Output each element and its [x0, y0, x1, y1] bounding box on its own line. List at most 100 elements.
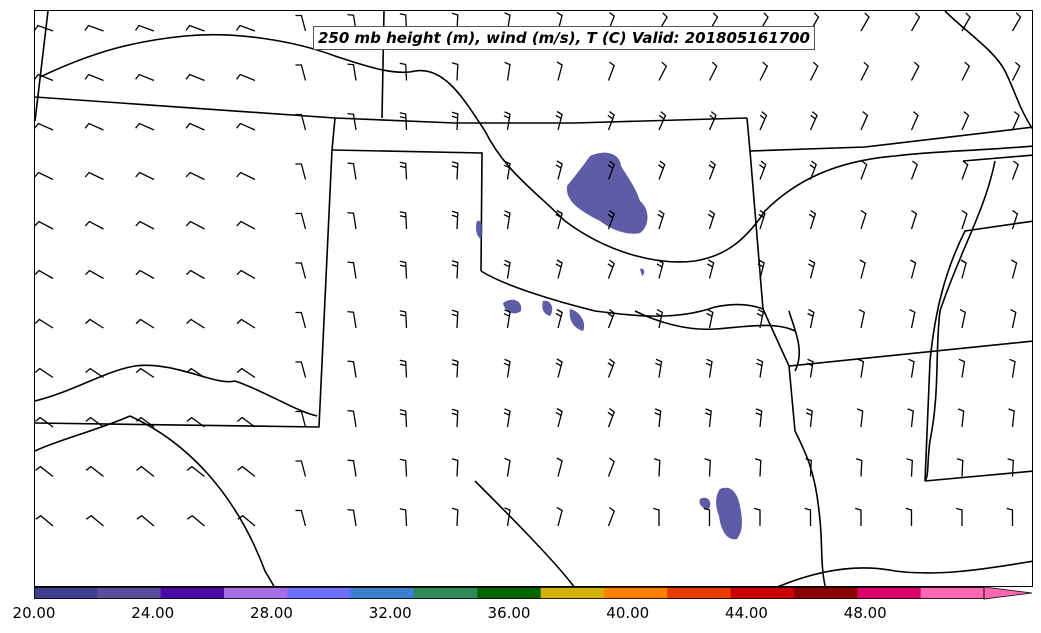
wind-barb: [657, 209, 665, 230]
wind-barb: [756, 358, 764, 378]
wind-barb: [910, 61, 920, 81]
wind-barb: [961, 12, 971, 32]
wind-barb: [236, 416, 256, 428]
wind-barb: [186, 465, 205, 478]
wind-barb: [658, 160, 666, 180]
wind-barb: [556, 506, 563, 527]
wind-barb: [556, 61, 563, 81]
wind-barb: [961, 160, 969, 180]
wind-barb: [347, 63, 357, 81]
wind-barb: [855, 507, 862, 526]
wind-barb: [347, 211, 357, 230]
wind-barb: [908, 358, 915, 378]
wind-barb: [754, 458, 762, 477]
wind-barb: [708, 111, 717, 131]
wind-barb: [135, 416, 155, 428]
colorbar-cell: [667, 587, 732, 599]
colorbar-tick-label: 28.00: [250, 604, 293, 622]
wind-barb: [909, 309, 916, 329]
rivers: [35, 11, 1032, 586]
wind-barb: [1011, 111, 1020, 131]
wind-barb: [653, 507, 660, 526]
wind-barb: [399, 359, 408, 378]
wind-barb: [35, 220, 54, 230]
colorbar-tick-label: 24.00: [131, 604, 175, 622]
wind-barb: [607, 160, 615, 180]
wind-barb: [504, 457, 511, 477]
wind-barb: [84, 24, 104, 32]
wind-barb: [860, 111, 869, 131]
wind-barb: [707, 209, 716, 230]
wind-barb: [399, 13, 408, 32]
wind-barb: [136, 514, 155, 527]
colorbar-extension: [983, 587, 1033, 600]
wind-barb: [185, 220, 205, 230]
wind-barb: [236, 269, 256, 280]
wind-barb: [35, 122, 54, 131]
wind-barb: [134, 24, 155, 32]
wind-barb: [185, 73, 205, 82]
wind-barb: [451, 458, 459, 477]
wind-barb: [347, 459, 357, 477]
colorbar-cell: [540, 587, 605, 599]
wind-barb: [135, 171, 155, 181]
colorbar-tick-label: 20.00: [12, 604, 56, 622]
wind-barb: [35, 514, 54, 527]
wind-barb: [451, 260, 459, 279]
state-boundaries: [35, 11, 1032, 586]
wind-barb: [84, 171, 104, 181]
wind-barb: [708, 160, 716, 180]
wind-barb: [399, 161, 408, 180]
wind-barb: [185, 171, 205, 181]
wind-barb: [135, 220, 155, 230]
wind-barb: [185, 269, 205, 280]
wind-barb: [35, 465, 54, 478]
wind-barb: [555, 308, 563, 329]
wind-barb: [504, 12, 511, 32]
wind-barb: [503, 408, 511, 428]
wind-barb: [758, 209, 766, 230]
wind-barb: [85, 367, 104, 379]
wind-barb: [757, 259, 765, 279]
wind-barb: [84, 269, 104, 280]
wind-barb: [503, 358, 511, 378]
wind-barb: [35, 367, 54, 379]
wind-barb: [451, 359, 459, 378]
wind-barb: [556, 457, 563, 477]
wind-barb: [555, 160, 563, 180]
wind-barb: [1011, 259, 1018, 279]
wind-barb: [607, 209, 615, 230]
wind-barb: [85, 318, 104, 329]
wind-barb: [295, 460, 307, 477]
wind-barb: [809, 160, 817, 180]
wind-barb: [295, 262, 307, 279]
wind-barb: [759, 160, 767, 180]
wind-barb: [347, 409, 357, 428]
colorbar-tick-label: 32.00: [368, 604, 412, 622]
wind-barb: [295, 113, 307, 131]
wind-barb: [85, 514, 104, 527]
wind-barb: [907, 408, 914, 428]
wind-barb: [1011, 160, 1019, 180]
wind-barb: [85, 416, 104, 428]
wind-barb: [236, 220, 256, 230]
wind-barb: [451, 12, 459, 32]
wind-barb: [808, 259, 816, 279]
wind-barb: [35, 171, 54, 181]
wind-barb: [347, 508, 357, 527]
wind-barb: [656, 259, 664, 279]
wind-barb: [956, 507, 963, 526]
wind-barb: [186, 416, 205, 428]
wind-barb: [1011, 61, 1021, 81]
temperature-shading: [476, 152, 742, 540]
wind-barb: [35, 269, 54, 280]
wind-barb: [399, 310, 408, 329]
wind-barb: [295, 212, 307, 230]
wind-barb: [84, 122, 104, 131]
wind-barb: [655, 358, 663, 378]
wind-barb: [654, 408, 662, 428]
wind-barb: [295, 410, 307, 428]
wind-barb: [860, 209, 867, 230]
colorbar-tick-label: 36.00: [487, 604, 531, 622]
colorbar-cell: [920, 587, 985, 599]
